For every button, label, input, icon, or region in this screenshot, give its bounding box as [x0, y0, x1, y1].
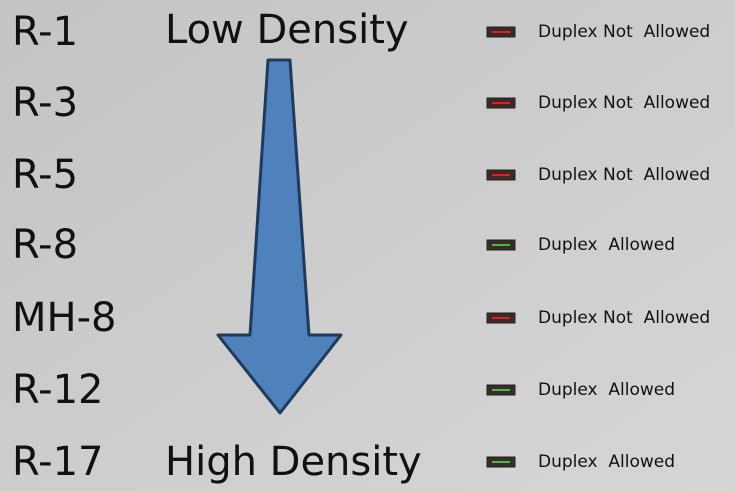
- duplex-status: Duplex Allowed: [538, 452, 675, 472]
- zone-label: R-8: [12, 222, 78, 268]
- duplex-status: Duplex Not Allowed: [538, 22, 710, 42]
- zone-rows: R-1 Duplex Not Allowed R-3 Duplex Not Allow…: [12, 9, 710, 485]
- duplex-status: Duplex Not Allowed: [538, 165, 710, 185]
- zone-label: R-1: [12, 9, 78, 55]
- high-density-label: High Density: [165, 439, 422, 485]
- low-density-label: Low Density: [165, 7, 409, 53]
- zone-label: R-5: [12, 152, 78, 198]
- duplex-status: Duplex Not Allowed: [538, 93, 710, 113]
- duplex-status: Duplex Not Allowed: [538, 308, 710, 328]
- zone-label: R-12: [12, 367, 104, 413]
- zone-label: R-3: [12, 80, 78, 126]
- zone-label: MH-8: [12, 295, 116, 341]
- density-arrow: [216, 58, 343, 415]
- zone-label: R-17: [12, 439, 104, 485]
- duplex-status: Duplex Allowed: [538, 235, 675, 255]
- duplex-status: Duplex Allowed: [538, 380, 675, 400]
